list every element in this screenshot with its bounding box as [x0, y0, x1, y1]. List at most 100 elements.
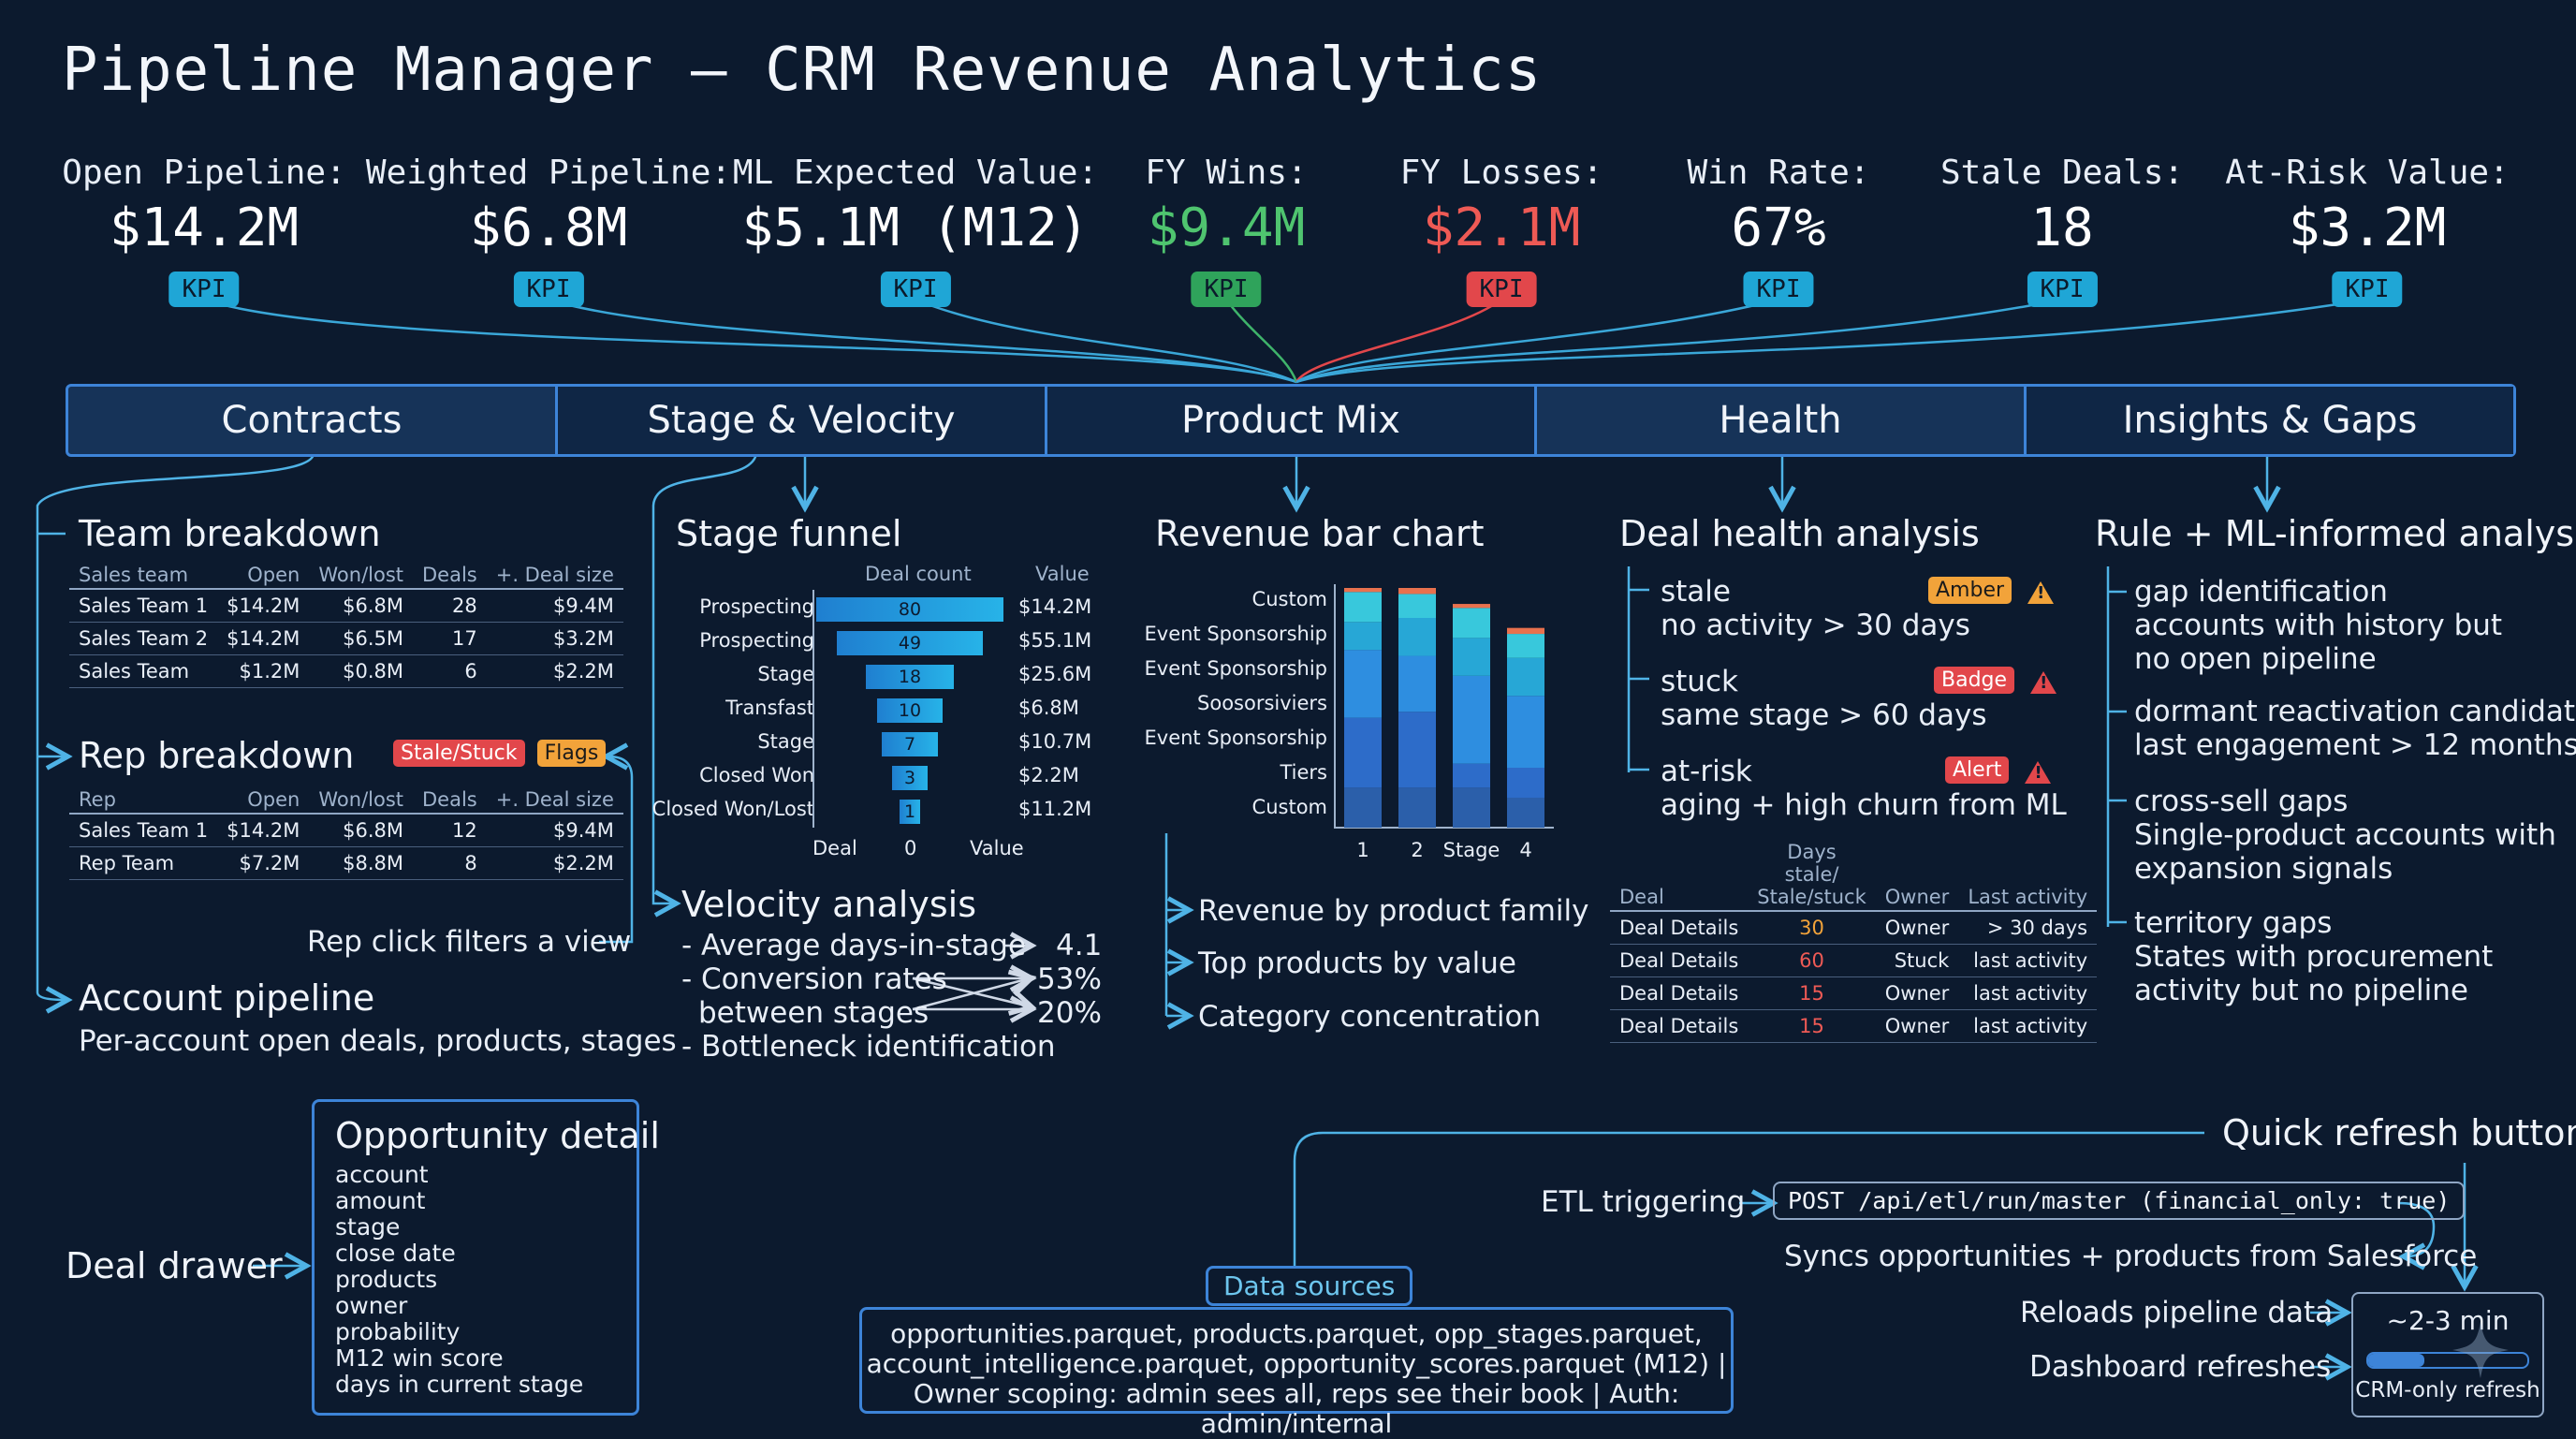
cell: Deal Details: [1610, 944, 1749, 977]
badge-badge[interactable]: Badge: [1934, 667, 2015, 694]
revenue-bar-segment[interactable]: [1453, 608, 1490, 639]
revenue-bar-segment[interactable]: [1398, 655, 1436, 712]
funnel-value-label: $2.2M: [1018, 764, 1079, 786]
tab-insights-gaps[interactable]: Insights & Gaps: [2027, 387, 2513, 454]
revenue-bar-segment[interactable]: [1453, 638, 1490, 676]
revenue-row-label: Tiers: [1280, 761, 1327, 784]
kpi-tag: KPI: [168, 272, 240, 307]
funnel-bar[interactable]: 7: [882, 732, 938, 756]
revenue-bar-segment[interactable]: [1507, 798, 1544, 828]
reload-note: Reloads pipeline data: [2020, 1296, 2334, 1329]
data-sources-panel: opportunities.parquet, products.parquet,…: [859, 1307, 1734, 1439]
revenue-x-tick: 2: [1411, 839, 1424, 861]
revenue-bar-segment[interactable]: [1344, 787, 1382, 828]
insight-line: accounts with history but: [2134, 609, 2503, 642]
funnel-bar[interactable]: 18: [865, 665, 955, 689]
revenue-bar-segment[interactable]: [1453, 763, 1490, 788]
revenue-bar-segment[interactable]: [1398, 787, 1436, 828]
refresh-progress-track: [2366, 1352, 2529, 1369]
col-header: Won/lost: [309, 786, 413, 815]
col-header: Deals: [413, 562, 487, 590]
revenue-bar-segment[interactable]: [1398, 588, 1436, 595]
rep-table: Rep Open Won/lost Deals +. Deal size Sal…: [69, 786, 623, 880]
table-row[interactable]: Deal Details 15 Owner last activity: [1610, 1009, 2098, 1043]
revenue-row-label: Event Sponsorship: [1144, 623, 1328, 645]
funnel-bar[interactable]: 80: [816, 597, 1003, 622]
revenue-bar-segment[interactable]: [1453, 675, 1490, 764]
kpi-tag: KPI: [1191, 272, 1262, 307]
amber-badge[interactable]: Amber: [1928, 577, 2012, 604]
revenue-bar-segment[interactable]: [1344, 650, 1382, 718]
kpi-value: $5.1M (M12): [741, 198, 1090, 258]
revenue-bar-segment[interactable]: [1398, 594, 1436, 618]
kpi-at-risk-value[interactable]: At-Risk Value: $3.2M KPI: [2225, 154, 2510, 307]
health-item-name: stuck: [1661, 665, 1738, 698]
revenue-bar-segment[interactable]: [1398, 712, 1436, 788]
kpi-win-rate[interactable]: Win Rate: 67% KPI: [1687, 154, 1870, 307]
cell: Deal Details: [1610, 911, 1749, 945]
insight-line: last engagement > 12 months: [2134, 728, 2576, 762]
tab-product-mix[interactable]: Product Mix: [1047, 387, 1537, 454]
rep-breakdown-title: Rep breakdown: [79, 735, 355, 776]
kpi-fy-losses[interactable]: FY Losses: $2.1M KPI: [1400, 154, 1603, 307]
table-row[interactable]: Sales Team 1 $14.2M $6.8M 12 $9.4M: [69, 814, 623, 847]
opportunity-detail-panel[interactable]: Opportunity detail account amount stage …: [312, 1099, 660, 1416]
kpi-weighted-pipeline[interactable]: Weighted Pipeline: $6.8M KPI: [366, 154, 731, 307]
funnel-bar[interactable]: 10: [876, 698, 944, 723]
rep-badges: Stale/Stuck Flags: [393, 740, 607, 767]
cell: Owner: [1875, 1009, 1959, 1043]
revenue-bar-segment[interactable]: [1344, 717, 1382, 788]
source-line: opportunities.parquet, products.parquet,…: [890, 1318, 1703, 1349]
revenue-bar-segment[interactable]: [1507, 696, 1544, 768]
alert-badge[interactable]: Alert: [1945, 756, 2010, 784]
revenue-bar-segment[interactable]: [1398, 618, 1436, 656]
table-row[interactable]: Deal Details 15 Owner last activity: [1610, 976, 2098, 1010]
table-row[interactable]: Deal Details 30 Owner > 30 days: [1610, 911, 2098, 945]
kpi-stale-deals[interactable]: Stale Deals: 18 KPI: [1940, 154, 2184, 307]
stale-stuck-badge[interactable]: Stale/Stuck: [393, 740, 525, 767]
funnel-stage-label: Prospecting: [699, 629, 814, 652]
insights-title: Rule + ML-informed analysis: [2095, 513, 2576, 554]
refresh-button-widget[interactable]: ~2-3 min CRM-only refresh: [2351, 1292, 2544, 1417]
revenue-bar-segment[interactable]: [1507, 627, 1544, 635]
revenue-bar-segment[interactable]: [1344, 592, 1382, 623]
kpi-ml-expected-value[interactable]: ML Expected Value: $5.1M (M12) KPI: [733, 154, 1098, 307]
funnel-stage-label: Stage: [757, 730, 814, 753]
col-header: Rep: [69, 786, 218, 815]
table-row[interactable]: Sales Team 1 $14.2M $6.8M 28 $9.4M: [69, 589, 623, 623]
sparkle-icon: [2452, 1322, 2509, 1378]
funnel-bar[interactable]: 3: [891, 766, 929, 790]
table-row[interactable]: Sales Team 2 $14.2M $6.5M 17 $3.2M: [69, 622, 623, 655]
table-row[interactable]: Sales Team $1.2M $0.8M 6 $2.2M: [69, 654, 623, 688]
tab-stage-velocity[interactable]: Stage & Velocity: [558, 387, 1047, 454]
revenue-bar-segment[interactable]: [1453, 604, 1490, 609]
funnel-bar[interactable]: 49: [836, 631, 984, 655]
revenue-bar-segment[interactable]: [1507, 657, 1544, 697]
kpi-fy-wins[interactable]: FY Wins: $9.4M KPI: [1145, 154, 1308, 307]
warning-icon: [2030, 670, 2057, 694]
revenue-bar-segment[interactable]: [1344, 622, 1382, 651]
col-header: Deals: [413, 786, 487, 815]
field-item: M12 win score: [335, 1344, 504, 1372]
funnel-axis-zero: 0: [904, 837, 917, 859]
kpi-tag: KPI: [1743, 272, 1814, 307]
kpi-open-pipeline[interactable]: Open Pipeline: $14.2M KPI: [62, 154, 346, 307]
insight-line: Single-product accounts with: [2134, 818, 2556, 852]
revenue-bar-segment[interactable]: [1507, 768, 1544, 798]
revenue-bar-segment[interactable]: [1507, 634, 1544, 658]
cell: $14.2M: [217, 622, 310, 655]
cell: $3.2M: [486, 622, 623, 655]
revenue-bar-segment[interactable]: [1453, 787, 1490, 828]
revenue-bar-segment[interactable]: [1344, 588, 1382, 593]
tab-health[interactable]: Health: [1537, 387, 2027, 454]
cell: 30: [1748, 911, 1876, 945]
insight-line: no open pipeline: [2134, 642, 2377, 676]
table-row[interactable]: Rep Team $7.2M $8.8M 8 $2.2M: [69, 846, 623, 880]
cell: 12: [413, 814, 487, 847]
cell: 60: [1748, 944, 1876, 977]
velocity-item: - Bottleneck identification: [681, 1030, 1056, 1064]
funnel-bar[interactable]: 1: [899, 800, 921, 824]
tab-contracts[interactable]: Contracts: [68, 387, 558, 454]
flags-badge[interactable]: Flags: [536, 740, 607, 767]
table-row[interactable]: Deal Details 60 Stuck last activity: [1610, 944, 2098, 977]
